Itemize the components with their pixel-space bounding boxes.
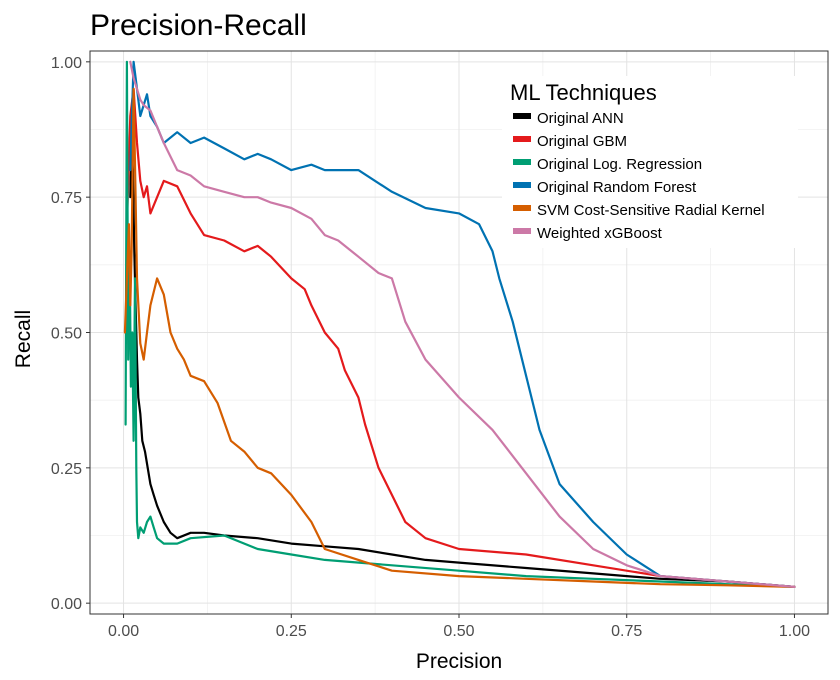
legend-swatch <box>513 205 531 211</box>
ticks-layer: 0.00 0.25 0.50 0.75 1.00 0.00 0.25 0.50 0.75 1.00 <box>51 55 810 640</box>
legend-swatch <box>513 136 531 142</box>
series-layer <box>123 60 796 588</box>
legend-swatch <box>513 182 531 188</box>
series-line-5 <box>123 87 796 588</box>
legend-swatch <box>513 113 531 119</box>
x-tick-label: 0.25 <box>276 623 307 640</box>
legend-label: Original ANN <box>537 110 624 127</box>
legend-title: ML Techniques <box>510 80 657 105</box>
x-tick-label: 0.75 <box>611 623 642 640</box>
y-axis-title: Recall <box>12 310 35 368</box>
y-tick-label: 1.00 <box>51 55 82 72</box>
legend-label: SVM Cost-Sensitive Radial Kernel <box>537 202 765 219</box>
legend-swatch <box>513 159 531 165</box>
series-line-3 <box>124 60 796 588</box>
series-line-2 <box>125 87 796 588</box>
x-tick-label: 0.00 <box>108 623 139 640</box>
x-tick-label: 0.50 <box>443 623 474 640</box>
legend: ML Techniques Original ANN Original GBM Or… <box>502 76 798 248</box>
legend-label: Original GBM <box>537 133 627 150</box>
y-tick-label: 0.25 <box>51 461 82 478</box>
series-line-6 <box>129 60 796 588</box>
x-axis-title: Precision <box>416 650 502 673</box>
chart-title: Precision-Recall <box>90 9 307 42</box>
legend-label: Original Random Forest <box>537 179 697 196</box>
y-tick-label: 0.75 <box>51 190 82 207</box>
legend-background <box>502 76 798 248</box>
series-line-1 <box>129 141 796 588</box>
legend-swatch <box>513 228 531 234</box>
legend-label: Original Log. Regression <box>537 156 702 173</box>
y-tick-label: 0.00 <box>51 596 82 613</box>
x-tick-label: 1.00 <box>779 623 810 640</box>
legend-label: Weighted xGBoost <box>537 225 663 242</box>
y-tick-label: 0.50 <box>51 326 82 343</box>
